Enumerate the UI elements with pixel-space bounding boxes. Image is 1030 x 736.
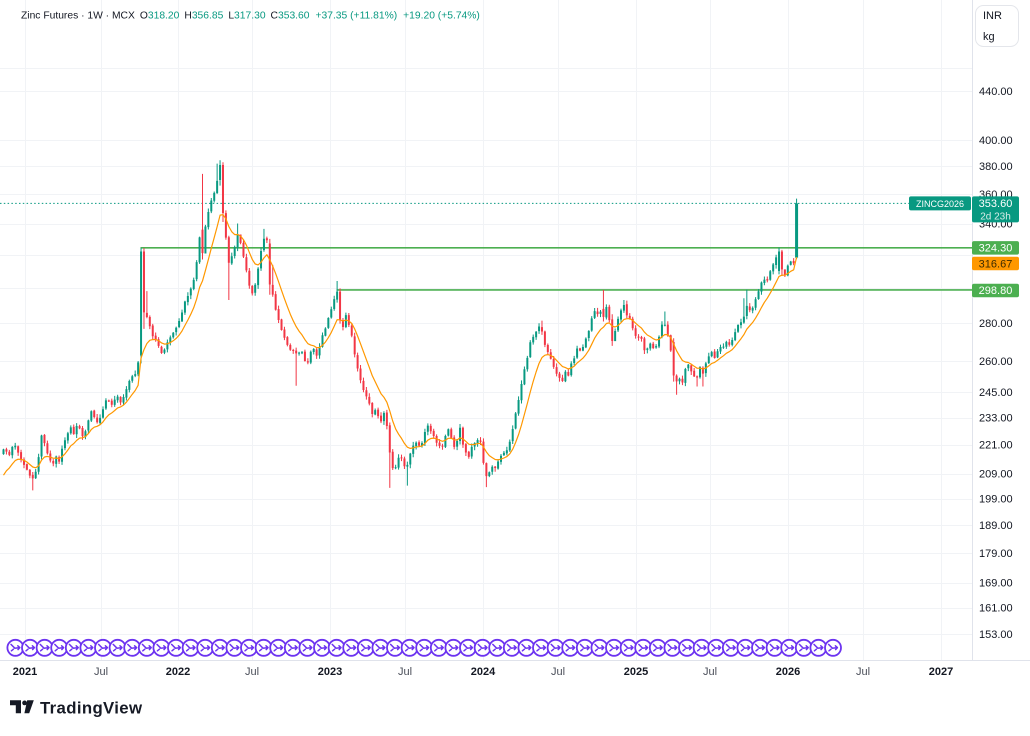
svg-text:380.00: 380.00 [979, 161, 1013, 173]
svg-text:169.00: 169.00 [979, 578, 1013, 590]
svg-text:245.00: 245.00 [979, 387, 1013, 399]
svg-text:Jul: Jul [703, 666, 717, 678]
svg-text:440.00: 440.00 [979, 86, 1013, 98]
svg-text:233.00: 233.00 [979, 413, 1013, 425]
svg-text:2022: 2022 [166, 666, 190, 678]
svg-text:161.00: 161.00 [979, 603, 1013, 615]
svg-text:Jul: Jul [856, 666, 870, 678]
svg-text:260.00: 260.00 [979, 356, 1013, 368]
svg-text:Jul: Jul [398, 666, 412, 678]
svg-text:400.00: 400.00 [979, 135, 1013, 147]
svg-text:Jul: Jul [245, 666, 259, 678]
svg-text:280.00: 280.00 [979, 318, 1013, 330]
svg-text:199.00: 199.00 [979, 494, 1013, 506]
svg-text:189.00: 189.00 [979, 520, 1013, 532]
svg-text:2023: 2023 [318, 666, 342, 678]
svg-text:2026: 2026 [776, 666, 800, 678]
svg-text:2021: 2021 [13, 666, 37, 678]
svg-text:Jul: Jul [551, 666, 565, 678]
svg-text:316.67: 316.67 [979, 258, 1013, 270]
svg-text:324.30: 324.30 [979, 243, 1013, 255]
svg-text:153.00: 153.00 [979, 629, 1013, 641]
svg-text:353.60: 353.60 [979, 198, 1013, 210]
svg-text:TradingView: TradingView [40, 699, 143, 718]
svg-text:298.80: 298.80 [979, 285, 1013, 297]
svg-text:ZINCG2026: ZINCG2026 [916, 199, 964, 209]
svg-text:221.00: 221.00 [979, 440, 1013, 452]
svg-text:Jul: Jul [94, 666, 108, 678]
svg-text:2d 23h: 2d 23h [980, 212, 1011, 223]
svg-text:179.00: 179.00 [979, 548, 1013, 560]
svg-text:INR: INR [983, 10, 1002, 22]
svg-text:2027: 2027 [929, 666, 953, 678]
svg-text:209.00: 209.00 [979, 468, 1013, 480]
svg-text:kg: kg [983, 31, 995, 43]
svg-text:2025: 2025 [624, 666, 648, 678]
svg-text:2024: 2024 [471, 666, 496, 678]
